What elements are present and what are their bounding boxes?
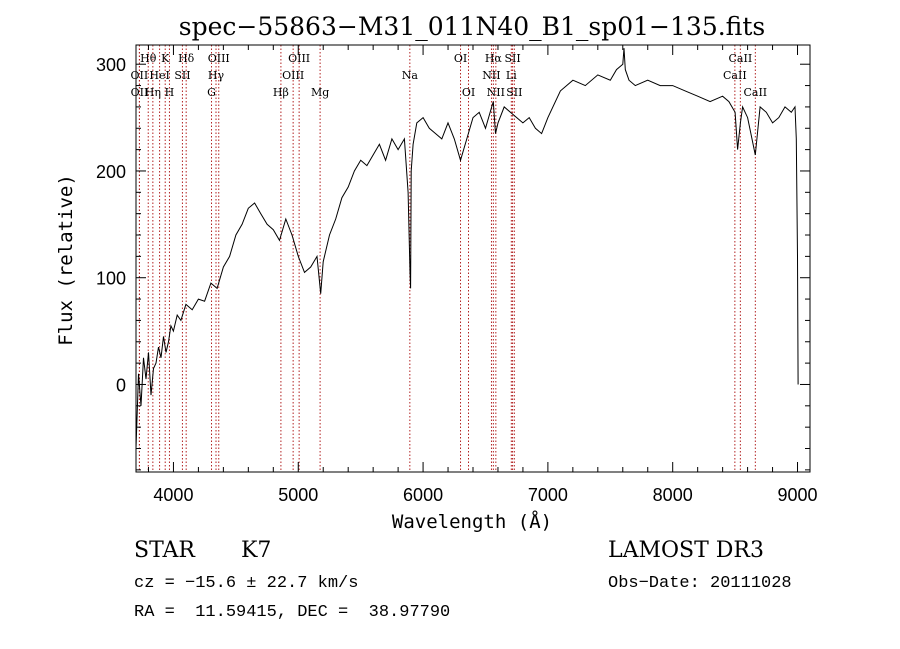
marker-label: Na [402, 69, 419, 82]
x-tick-label: 7000 [528, 485, 568, 505]
spectral-line-markers [138, 45, 756, 472]
marker-label: OI [462, 86, 475, 99]
marker-label: HeI [149, 69, 169, 82]
y-tick-label: 200 [96, 162, 126, 182]
marker-label: OII [131, 86, 149, 99]
survey-name: LAMOST DR3 [608, 538, 764, 563]
observation-date: Obs−Date: 20111028 [608, 574, 792, 593]
coordinates-readout: RA = 11.59415, DEC = 38.97790 [134, 603, 451, 622]
plot-frame [135, 44, 811, 473]
y-tick-label: 0 [116, 375, 126, 395]
x-tick-label: 6000 [403, 485, 443, 505]
marker-label: CaII [743, 86, 767, 99]
redshift-readout: cz = −15.6 ± 22.7 km/s [134, 574, 359, 593]
marker-label: Hδ [178, 52, 195, 65]
chart-title: spec−55863−M31_011N40_B1_sp01−135.fits [179, 12, 765, 41]
marker-label: SII [506, 86, 522, 99]
marker-label: Hβ [273, 86, 289, 99]
marker-label: OIII [288, 52, 310, 65]
object-class: STAR [134, 538, 195, 563]
marker-label: OIII [208, 52, 230, 65]
marker-label: Li [506, 69, 517, 82]
y-axis-label: Flux (relative) [55, 174, 77, 346]
marker-label: Hα [485, 52, 503, 65]
spectral-line-labels: OII OII Hθ Hη HeI K H SII Hδ G Hγ OIII Hβ OIII OIII Mg N… [131, 52, 768, 99]
x-axis-label: Wavelength (Å) [392, 510, 552, 533]
marker-label: OI [454, 52, 467, 65]
marker-label: CaII [729, 52, 753, 65]
y-axis: 0 100 200 300 [96, 55, 810, 471]
spectrum-line [135, 48, 799, 449]
marker-label: Mg [311, 86, 329, 99]
x-tick-label: 8000 [653, 485, 693, 505]
marker-label: K [161, 52, 170, 65]
marker-label: H [165, 86, 175, 99]
x-tick-label: 9000 [777, 485, 817, 505]
marker-label: OII [131, 69, 149, 82]
marker-label: SII [174, 69, 190, 82]
marker-label: G [207, 86, 216, 99]
x-tick-label: 4000 [153, 485, 193, 505]
x-axis: 4000 5000 6000 7000 8000 9000 [147, 45, 818, 505]
object-subclass: K7 [241, 538, 272, 563]
marker-label: Hη [145, 86, 161, 99]
marker-label: NII [487, 86, 505, 99]
y-tick-label: 100 [96, 269, 126, 289]
marker-label: Hγ [208, 69, 225, 82]
marker-label: NII [482, 69, 500, 82]
marker-label: Hθ [140, 52, 157, 65]
x-tick-label: 5000 [278, 485, 318, 505]
marker-label: OIII [282, 69, 304, 82]
y-tick-label: 300 [96, 55, 126, 75]
marker-label: CaII [723, 69, 747, 82]
marker-label: SII [504, 52, 520, 65]
